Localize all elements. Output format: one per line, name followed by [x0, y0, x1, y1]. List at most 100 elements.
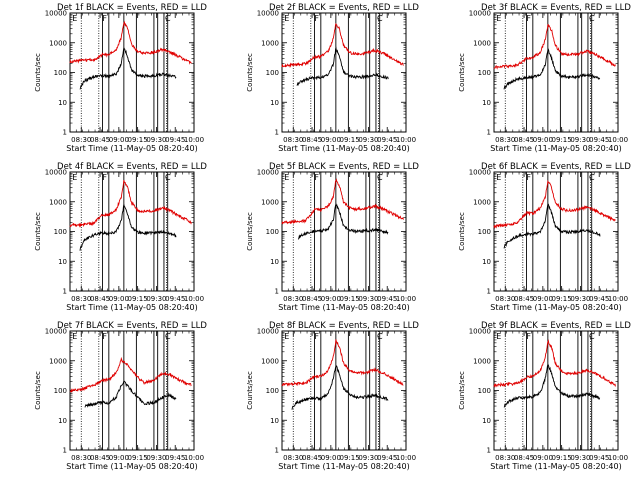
- x-tick-label: 09:15: [340, 136, 360, 144]
- y-tick-label: 1: [63, 447, 67, 455]
- y-axis-label: Counts/sec: [34, 53, 42, 92]
- x-tick-label: 09:30: [146, 454, 166, 462]
- y-tick-label: 1000: [49, 198, 67, 206]
- marker-label-f: F: [314, 332, 319, 341]
- x-tick-label: 09:15: [552, 295, 572, 303]
- lld-series-line: [69, 20, 192, 65]
- chart-panel-7: Det 7f BLACK = Events, RED = LLD 1 10 100 10…: [34, 321, 207, 471]
- events-series-line: [503, 203, 601, 249]
- chart-title: Det 4f BLACK = Events, RED = LLD: [57, 162, 207, 172]
- y-tick-label: 1: [275, 447, 279, 455]
- x-tick-label: 09:15: [552, 454, 572, 462]
- x-tick-label: 09:15: [552, 136, 572, 144]
- x-tick-label: 09:15: [128, 454, 148, 462]
- chart-panel-2: Det 2f BLACK = Events, RED = LLD 1 10 100 10…: [246, 3, 419, 153]
- x-axis-label: Start Time (11-May-05 08:20:40): [278, 303, 409, 312]
- lld-series-line: [281, 178, 404, 225]
- events-series-line: [79, 47, 177, 90]
- x-tick-label: 10:00: [396, 136, 416, 144]
- x-tick-label: 09:00: [533, 454, 553, 462]
- y-tick-label: 100: [478, 69, 491, 77]
- events-series-line: [296, 46, 389, 87]
- x-tick-label: 09:30: [146, 136, 166, 144]
- x-tick-label: 09:15: [128, 295, 148, 303]
- events-series-line: [503, 363, 601, 408]
- x-tick-label: 08:45: [302, 454, 322, 462]
- x-tick-label: 09:00: [321, 136, 341, 144]
- y-tick-label: 1000: [49, 39, 67, 47]
- y-tick-label: 100: [266, 387, 279, 395]
- y-tick-label: 1000: [473, 198, 491, 206]
- chart-panel-6: Det 6f BLACK = Events, RED = LLD 1 10 100 10…: [458, 162, 631, 312]
- y-tick-label: 10: [482, 417, 491, 425]
- x-tick-label: 10:00: [396, 295, 416, 303]
- plot-frame: [493, 171, 619, 292]
- events-series-line: [297, 202, 389, 240]
- x-axis-label: Start Time (11-May-05 08:20:40): [66, 462, 197, 471]
- y-tick-label: 100: [266, 69, 279, 77]
- chart-panel-1: Det 1f BLACK = Events, RED = LLD 1 10 100 10…: [34, 3, 207, 153]
- x-axis-label: Start Time (11-May-05 08:20:40): [490, 462, 621, 471]
- x-tick-label: 08:45: [90, 136, 110, 144]
- lld-series-line: [493, 24, 616, 70]
- y-tick-label: 1000: [261, 39, 279, 47]
- x-tick-label: 09:15: [340, 454, 360, 462]
- marker-label-c: C: [377, 332, 383, 341]
- lld-series-line: [493, 339, 616, 388]
- chart-panel-9: Det 9f BLACK = Events, RED = LLD 1 10 100 10…: [458, 321, 631, 471]
- lld-series-line: [69, 179, 192, 228]
- plot-frame: [493, 330, 619, 451]
- x-axis-label: Start Time (11-May-05 08:20:40): [278, 462, 409, 471]
- marker-label-f: F: [314, 14, 319, 23]
- y-axis-label: Counts/sec: [458, 212, 466, 251]
- y-axis-label: Counts/sec: [458, 53, 466, 92]
- y-axis-label: Counts/sec: [34, 212, 42, 251]
- y-tick-label: 1: [275, 129, 279, 137]
- y-tick-label: 100: [54, 387, 67, 395]
- x-tick-label: 08:30: [71, 295, 91, 303]
- marker-label-c: C: [165, 332, 171, 341]
- marker-label-f: F: [526, 332, 531, 341]
- marker-label-e: E: [284, 173, 289, 182]
- x-tick-label: 09:30: [146, 295, 166, 303]
- x-axis-label: Start Time (11-May-05 08:20:40): [278, 144, 409, 153]
- x-tick-label: 09:15: [340, 295, 360, 303]
- events-series-line: [291, 365, 389, 410]
- x-tick-label: 08:30: [495, 136, 515, 144]
- marker-label-f: F: [314, 173, 319, 182]
- x-tick-label: 08:30: [283, 454, 303, 462]
- chart-panel-8: Det 8f BLACK = Events, RED = LLD 1 10 100 10…: [246, 321, 419, 471]
- x-axis-label: Start Time (11-May-05 08:20:40): [490, 303, 621, 312]
- x-tick-label: 08:45: [514, 136, 534, 144]
- chart-title: Det 3f BLACK = Events, RED = LLD: [481, 3, 631, 13]
- x-tick-label: 08:30: [71, 136, 91, 144]
- x-tick-label: 09:00: [109, 295, 129, 303]
- events-series-line: [79, 204, 177, 251]
- marker-label-e: E: [284, 332, 289, 341]
- y-tick-label: 10000: [469, 10, 491, 18]
- x-tick-label: 09:45: [377, 136, 397, 144]
- chart-title: Det 6f BLACK = Events, RED = LLD: [481, 162, 631, 172]
- x-tick-label: 09:45: [377, 454, 397, 462]
- y-tick-label: 100: [478, 387, 491, 395]
- x-tick-label: 08:30: [283, 136, 303, 144]
- marker-label-c: C: [165, 173, 171, 182]
- plot-frame: [69, 171, 195, 292]
- marker-label-e: E: [496, 173, 501, 182]
- x-tick-label: 09:45: [589, 454, 609, 462]
- plot-frame: [69, 12, 195, 133]
- y-tick-label: 100: [54, 228, 67, 236]
- marker-label-c: C: [589, 14, 595, 23]
- y-tick-label: 1: [63, 129, 67, 137]
- y-tick-label: 10: [58, 258, 67, 266]
- marker-label-f: F: [526, 14, 531, 23]
- marker-label-e: E: [284, 14, 289, 23]
- x-tick-label: 08:30: [495, 454, 515, 462]
- x-tick-label: 09:00: [533, 136, 553, 144]
- y-tick-label: 1000: [473, 39, 491, 47]
- marker-label-e: E: [72, 14, 77, 23]
- chart-panel-5: Det 5f BLACK = Events, RED = LLD 1 10 100 10…: [246, 162, 419, 312]
- marker-label-c: C: [377, 14, 383, 23]
- x-tick-label: 09:30: [358, 295, 378, 303]
- y-tick-label: 100: [478, 228, 491, 236]
